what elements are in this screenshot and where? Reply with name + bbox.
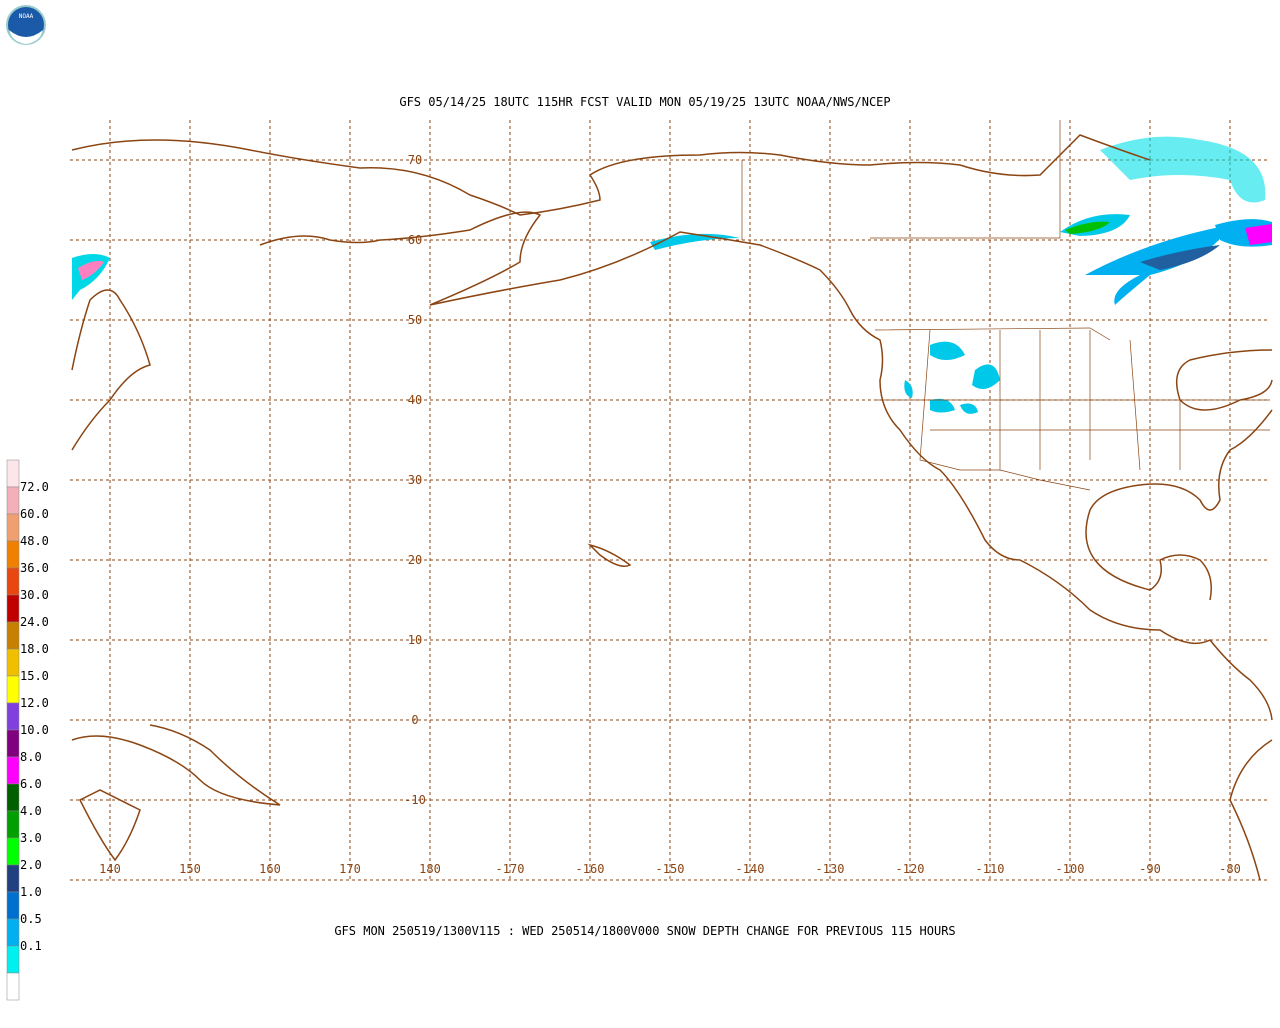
legend-swatch (6, 837, 20, 866)
legend-swatch (6, 621, 20, 650)
legend-swatch (6, 486, 20, 515)
snow-areas (72, 136, 1272, 414)
legend-swatch (6, 459, 20, 488)
legend-label: 12.0 (20, 696, 49, 710)
legend-swatch (6, 594, 20, 623)
lon-label: -80 (1219, 862, 1241, 876)
legend-label: 24.0 (20, 615, 49, 629)
legend-label: 3.0 (20, 831, 42, 845)
legend-swatch (6, 729, 20, 758)
borders (741, 120, 1270, 491)
legend-label: 8.0 (20, 750, 42, 764)
legend-swatch (6, 675, 20, 704)
legend-swatch (6, 945, 20, 974)
lat-label: 0 (411, 713, 418, 727)
noaa-logo: NOAA (6, 5, 46, 45)
lon-label: -140 (736, 862, 765, 876)
lon-label: -110 (976, 862, 1005, 876)
legend-label: 48.0 (20, 534, 49, 548)
legend-label: 30.0 (20, 588, 49, 602)
legend-swatch (6, 567, 20, 596)
lon-label: 180 (419, 862, 441, 876)
legend-label: 10.0 (20, 723, 49, 737)
lon-label: -160 (576, 862, 605, 876)
lat-label: 50 (408, 313, 422, 327)
legend-label: 36.0 (20, 561, 49, 575)
legend-label: 6.0 (20, 777, 42, 791)
legend-label: 1.0 (20, 885, 42, 899)
legend-label: 0.1 (20, 939, 42, 953)
lon-label: -100 (1056, 862, 1085, 876)
lat-label: 20 (408, 553, 422, 567)
legend-swatch (6, 810, 20, 839)
legend-swatch (6, 513, 20, 542)
graticule: 70 60 50 40 30 20 10 0 -10 140 150 160 170 180 -170 -16… (70, 120, 1270, 881)
legend-label: 15.0 (20, 669, 49, 683)
lat-label: 70 (408, 153, 422, 167)
legend-swatch (6, 783, 20, 812)
lat-label: 10 (408, 633, 422, 647)
lat-label: 60 (408, 233, 422, 247)
legend-swatch (6, 648, 20, 677)
coastlines (71, 134, 1273, 881)
legend-label: 60.0 (20, 507, 49, 521)
lon-label: 170 (339, 862, 361, 876)
legend-swatch (6, 756, 20, 785)
legend-label: 2.0 (20, 858, 42, 872)
lat-label: 40 (408, 393, 422, 407)
legend-swatch (6, 918, 20, 947)
legend-swatch (6, 972, 20, 1001)
footer-caption: GFS MON 250519/1300V115 : WED 250514/180… (334, 924, 955, 938)
color-legend: 72.0 60.0 48.0 36.0 30.0 24.0 18.0 15.0 12.0 10.0… (6, 459, 49, 1001)
lon-label: 160 (259, 862, 281, 876)
map-title: GFS 05/14/25 18UTC 115HR FCST VALID MON … (399, 95, 890, 109)
legend-label: 72.0 (20, 480, 49, 494)
lon-label: 150 (179, 862, 201, 876)
lon-label: -150 (656, 862, 685, 876)
lon-label: -130 (816, 862, 845, 876)
lon-label: 140 (99, 862, 121, 876)
legend-swatch (6, 864, 20, 893)
lat-label: -10 (404, 793, 426, 807)
legend-swatch (6, 540, 20, 569)
lon-label: -120 (896, 862, 925, 876)
lon-label: -170 (496, 862, 525, 876)
legend-label: 18.0 (20, 642, 49, 656)
legend-swatch (6, 891, 20, 920)
lon-label: -90 (1139, 862, 1161, 876)
legend-label: 0.5 (20, 912, 42, 926)
svg-text:NOAA: NOAA (19, 13, 34, 20)
legend-label: 4.0 (20, 804, 42, 818)
lat-label: 30 (408, 473, 422, 487)
legend-swatch (6, 702, 20, 731)
